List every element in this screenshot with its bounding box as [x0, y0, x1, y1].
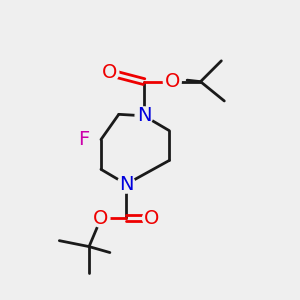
- Text: O: O: [165, 72, 180, 91]
- Text: O: O: [93, 209, 109, 228]
- Text: N: N: [119, 175, 134, 194]
- Circle shape: [135, 107, 153, 125]
- Circle shape: [117, 175, 135, 193]
- Text: N: N: [137, 106, 151, 125]
- Circle shape: [75, 130, 93, 148]
- Circle shape: [92, 209, 110, 227]
- Text: O: O: [102, 63, 118, 82]
- Circle shape: [164, 73, 181, 91]
- Text: F: F: [78, 130, 89, 148]
- Circle shape: [142, 209, 160, 227]
- Circle shape: [101, 64, 119, 82]
- Text: O: O: [144, 209, 159, 228]
